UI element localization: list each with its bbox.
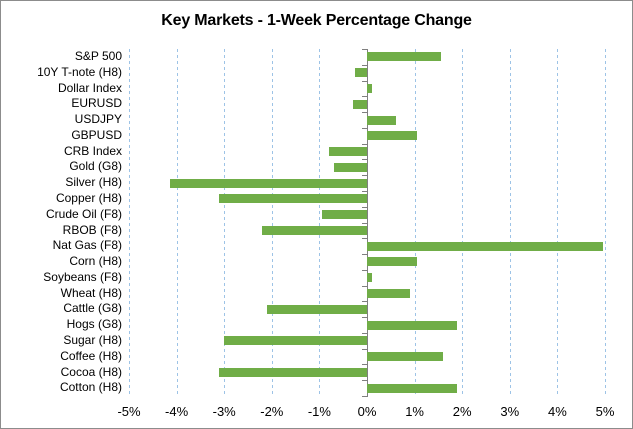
bar-cattle-g8 (267, 304, 367, 314)
bar-corn-h8 (367, 257, 417, 267)
gridline-4 (176, 49, 178, 397)
bar-crude-oil-f8 (321, 210, 367, 220)
category-label-crb-index: CRB Index (63, 143, 122, 158)
gridline-5 (129, 49, 130, 397)
axis-tick (362, 286, 367, 287)
axis-tick (362, 81, 367, 82)
axis-tick (362, 191, 367, 192)
category-label-cocoa-h8: Cocoa (H8) (60, 364, 122, 379)
category-label-sugar-h8: Sugar (H8) (63, 332, 122, 347)
bar-silver-h8 (169, 178, 367, 188)
gridline-1 (319, 49, 321, 397)
axis-tick (362, 65, 367, 66)
axis-tick (362, 349, 367, 350)
bar-gold-g8 (333, 162, 367, 172)
category-label-coffee-h8: Coffee (H8) (60, 348, 122, 363)
category-label-cotton-h8: Cotton (H8) (59, 380, 122, 395)
x-tick-label-0: 0% (357, 404, 377, 419)
category-label-corn-h8: Corn (H8) (69, 254, 122, 268)
axis-tick (362, 175, 367, 176)
x-tick-label-3: 3% (500, 404, 520, 419)
axis-tick (362, 96, 367, 97)
bar-hogs-g8 (367, 320, 458, 330)
axis-tick (362, 223, 367, 224)
category-label-eurusd: EURUSD (71, 96, 122, 111)
bar-gbpusd (367, 131, 417, 141)
bar-10y-t-note-h8 (355, 68, 367, 78)
category-label-nat-gas-f8: Nat Gas (F8) (52, 238, 122, 253)
gridline-5 (605, 49, 606, 397)
axis-tick (362, 301, 367, 302)
x-tick-label-2: 2% (452, 404, 472, 419)
category-label-crude-oil-f8: Crude Oil (F8) (45, 206, 122, 221)
x-tick-label-1: -1% (307, 404, 331, 419)
gridline-1 (414, 49, 416, 397)
bar-sugar-h8 (224, 336, 367, 346)
axis-tick (362, 333, 367, 334)
bar-nat-gas-f8 (367, 241, 603, 251)
category-label-usdjpy: USDJPY (74, 112, 122, 127)
category-label-wheat-h8: Wheat (H8) (60, 285, 122, 300)
axis-tick (362, 254, 367, 255)
axis-tick (362, 144, 367, 145)
x-tick-label-5: 5% (595, 404, 615, 419)
x-tick-label-1: 1% (405, 404, 424, 419)
axis-tick (362, 128, 367, 129)
category-label-s-p-500: S&P 500 (74, 49, 122, 63)
bar-usdjpy (367, 115, 396, 125)
category-label-gold-g8: Gold (G8) (69, 159, 122, 174)
axis-tick (362, 270, 367, 271)
bar-crb-index (328, 147, 367, 156)
x-tick-label-4: -4% (165, 404, 189, 419)
gridline-2 (462, 49, 464, 397)
gridline-4 (557, 49, 559, 397)
bar-rbob-f8 (262, 225, 367, 235)
category-label-10y-t-note-h8: 10Y T-note (H8) (37, 64, 122, 79)
axis-tick (362, 238, 367, 239)
bar-coffee-h8 (367, 352, 444, 362)
bar-eurusd (352, 99, 367, 109)
gridline-3 (509, 49, 511, 397)
bar-cocoa-h8 (219, 367, 367, 377)
x-tick-label-3: -3% (212, 404, 236, 419)
axis-tick (362, 112, 367, 113)
category-label-rbob-f8: RBOB (F8) (62, 222, 122, 237)
category-label-hogs-g8: Hogs (G8) (66, 317, 122, 332)
axis-tick (362, 317, 367, 318)
axis-tick (362, 380, 367, 381)
category-label-gbpusd: GBPUSD (71, 127, 122, 142)
x-tick-label-5: -5% (117, 404, 141, 419)
gridline-2 (271, 49, 273, 397)
gridline-3 (224, 49, 226, 397)
category-label-dollar-index: Dollar Index (57, 80, 122, 95)
category-label-cattle-g8: Cattle (G8) (63, 301, 122, 316)
axis-tick (362, 396, 367, 397)
bar-soybeans-f8 (367, 273, 372, 283)
axis-tick (362, 207, 367, 208)
bar-dollar-index (367, 83, 372, 93)
axis-tick (362, 364, 367, 365)
bar-wheat-h8 (367, 289, 410, 298)
category-label-soybeans-f8: Soybeans (F8) (43, 269, 122, 284)
category-axis-line (367, 49, 368, 397)
bar-cotton-h8 (367, 383, 458, 393)
chart-title: Key Markets - 1-Week Percentage Change (161, 12, 472, 29)
bar-copper-h8 (219, 194, 367, 204)
category-label-copper-h8: Copper (H8) (55, 191, 122, 205)
x-tick-label-4: 4% (547, 404, 567, 419)
bar-s-p-500 (367, 52, 441, 62)
x-tick-label-2: -2% (260, 404, 284, 419)
axis-tick (362, 159, 367, 160)
category-label-silver-h8: Silver (H8) (65, 175, 122, 190)
axis-tick (362, 49, 367, 50)
